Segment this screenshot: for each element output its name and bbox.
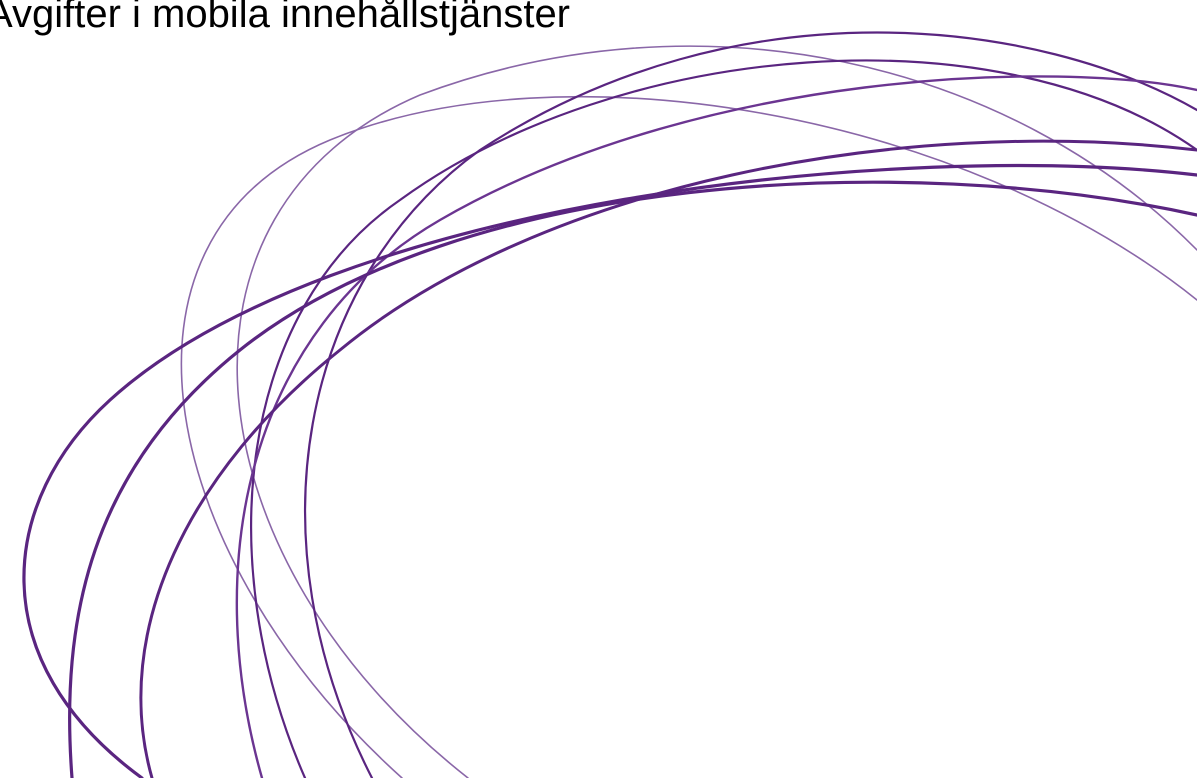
ring-thin-2: [236, 45, 1197, 778]
page-title: Avgifter i mobila innehållstjänster: [0, 0, 571, 36]
ring-medium-2: [304, 31, 1197, 778]
ring-medium-3: [235, 75, 1197, 778]
ring-thick-1: [22, 164, 1197, 778]
ring-thick-3: [139, 139, 1197, 778]
ring-thick-2: [68, 180, 1197, 778]
ring-medium-1: [250, 59, 1197, 778]
ring-thin-1: [180, 96, 1197, 778]
